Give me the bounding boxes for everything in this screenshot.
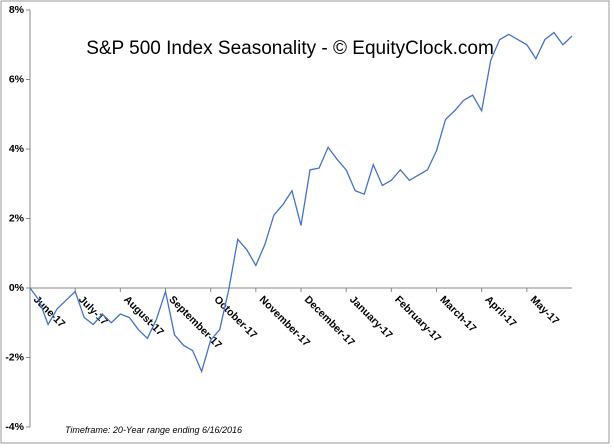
y-tick-label: 0% bbox=[9, 282, 25, 294]
y-tick-label: -2% bbox=[5, 351, 24, 363]
y-tick-label: -4% bbox=[5, 421, 24, 433]
footnote: Timeframe: 20-Year range ending 6/16/201… bbox=[65, 425, 242, 435]
line-series bbox=[29, 31, 573, 374]
y-tick-label: 6% bbox=[9, 73, 25, 85]
y-tick-label: 4% bbox=[9, 143, 25, 155]
y-tick-label: 8% bbox=[9, 4, 25, 16]
chart-title: S&P 500 Index Seasonality - © EquityCloc… bbox=[86, 38, 494, 59]
y-tick-label: 2% bbox=[9, 212, 25, 224]
